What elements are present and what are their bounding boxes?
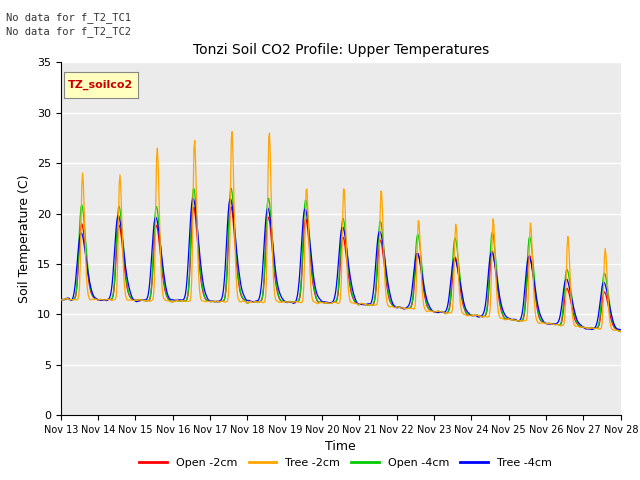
Text: No data for f_T2_TC2: No data for f_T2_TC2	[6, 26, 131, 37]
Y-axis label: Soil Temperature (C): Soil Temperature (C)	[19, 175, 31, 303]
Text: No data for f_T2_TC1: No data for f_T2_TC1	[6, 12, 131, 23]
Legend: Open -2cm, Tree -2cm, Open -4cm, Tree -4cm: Open -2cm, Tree -2cm, Open -4cm, Tree -4…	[135, 453, 556, 472]
X-axis label: Time: Time	[325, 441, 356, 454]
Text: TZ_soilco2: TZ_soilco2	[68, 80, 133, 90]
Title: Tonzi Soil CO2 Profile: Upper Temperatures: Tonzi Soil CO2 Profile: Upper Temperatur…	[193, 43, 489, 57]
